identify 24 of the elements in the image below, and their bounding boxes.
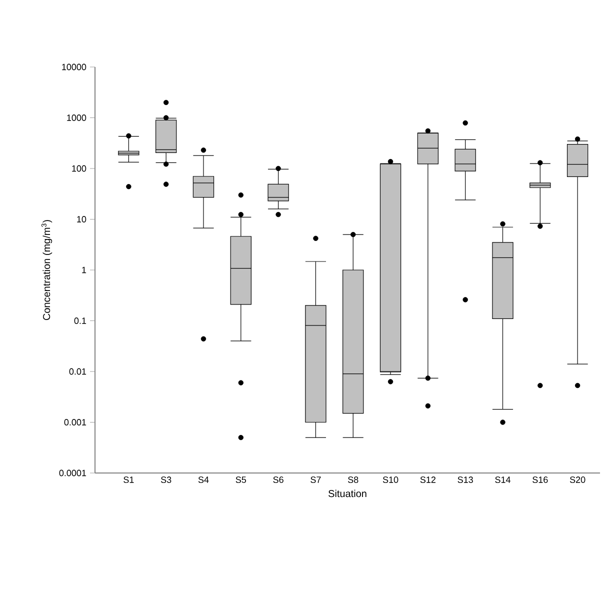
x-tick-label: S8 bbox=[348, 476, 358, 483]
y-axis-title: Concentration (mg/m$^{3}$) bbox=[41, 220, 52, 320]
y-tick-label: 100 bbox=[72, 165, 86, 172]
x-tick-label: S12 bbox=[420, 476, 436, 483]
y-tick-label: 10000 bbox=[62, 64, 86, 70]
y-tick-label: 0.001 bbox=[64, 419, 86, 426]
x-tick-label: S3 bbox=[160, 476, 172, 483]
x-tick-label: S13 bbox=[458, 476, 473, 483]
x-tick-label: S7 bbox=[310, 476, 321, 483]
y-tick-label: 1000 bbox=[67, 114, 86, 121]
x-tick-label: S10 bbox=[382, 476, 398, 483]
x-axis-title: Situation bbox=[328, 490, 366, 498]
y-tick-label: 0.01 bbox=[69, 368, 86, 375]
x-tick-label: S1 bbox=[124, 476, 134, 483]
y-tick-label: 0.0001 bbox=[59, 470, 86, 476]
y-tick-label: 0.1 bbox=[74, 318, 86, 324]
y-tick-label: 10 bbox=[77, 216, 86, 222]
x-tick-label: S14 bbox=[495, 476, 510, 483]
x-tick-label: S6 bbox=[273, 476, 284, 483]
x-tick-label: S20 bbox=[570, 476, 586, 483]
y-tick-label: 1 bbox=[82, 266, 86, 274]
x-tick-label: S5 bbox=[236, 476, 246, 483]
x-tick-label: S4 bbox=[198, 476, 209, 483]
x-tick-label: S16 bbox=[532, 476, 548, 483]
